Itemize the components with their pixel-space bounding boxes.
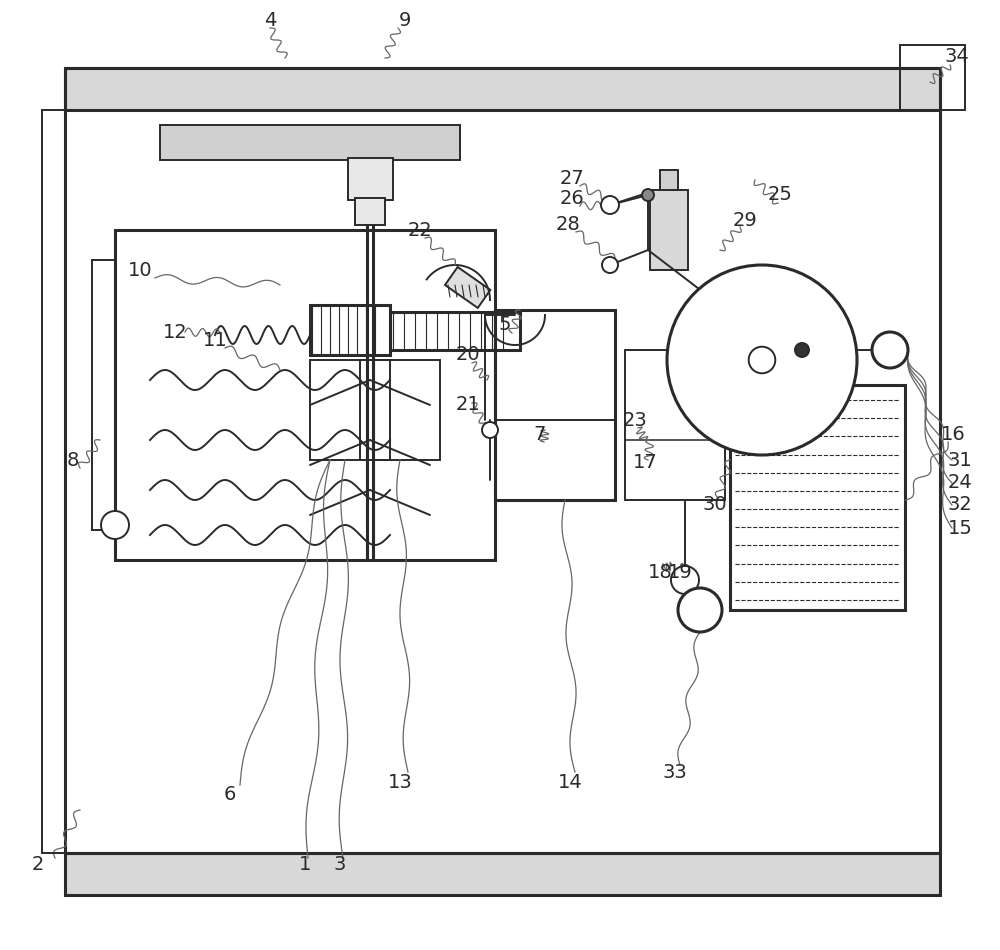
Text: 8: 8 [67,450,79,469]
Text: 17: 17 [633,452,657,471]
Text: 26: 26 [560,188,584,207]
Text: 15: 15 [948,519,972,538]
Bar [445,267,490,308]
Text: 5: 5 [499,315,511,334]
Text: 33: 33 [663,763,687,782]
Bar [900,45,965,110]
Circle shape [671,566,699,594]
Bar [65,853,940,895]
Text: 16: 16 [941,426,965,445]
Text: 18: 18 [648,562,672,581]
Circle shape [601,196,619,214]
Text: 34: 34 [945,48,969,66]
Circle shape [482,422,498,438]
Bar [310,305,390,355]
Circle shape [678,588,722,632]
Bar [390,312,520,350]
Text: 31: 31 [948,450,972,469]
Text: 11: 11 [203,331,227,350]
Bar [65,68,940,853]
Text: 27: 27 [560,168,584,187]
Text: 23: 23 [623,410,647,429]
Bar [310,360,390,460]
Circle shape [602,257,618,273]
Text: 4: 4 [264,10,276,29]
Text: 22: 22 [408,220,432,239]
Text: 14: 14 [558,772,582,791]
Bar [625,350,725,500]
Bar [730,385,905,610]
Circle shape [642,189,654,201]
Text: 7: 7 [534,426,546,445]
Circle shape [872,332,908,368]
Text: 28: 28 [556,216,580,235]
Text: 6: 6 [224,786,236,805]
Text: 30: 30 [703,496,727,515]
Bar [650,190,688,270]
Bar [348,158,393,200]
Bar [660,170,678,190]
Text: 9: 9 [399,10,411,29]
Text: 19: 19 [668,562,692,581]
Text: 20: 20 [456,346,480,365]
Text: 13: 13 [388,772,412,791]
Bar [355,198,385,225]
Circle shape [667,265,857,455]
Bar [65,68,940,110]
Circle shape [795,343,809,357]
Text: 24: 24 [948,473,972,492]
Text: 3: 3 [334,856,346,875]
Text: 2: 2 [32,856,44,875]
Circle shape [101,511,129,539]
Circle shape [749,347,775,373]
Text: 25: 25 [768,185,792,204]
Bar [92,260,115,530]
Text: 1: 1 [299,856,311,875]
Bar [495,310,615,500]
Bar [360,360,440,460]
Text: 29: 29 [733,211,757,230]
Text: 21: 21 [456,395,480,414]
Bar [160,125,460,160]
Text: 32: 32 [948,496,972,515]
Bar [115,230,495,560]
Text: 10: 10 [128,260,152,279]
Text: 12: 12 [163,324,187,343]
